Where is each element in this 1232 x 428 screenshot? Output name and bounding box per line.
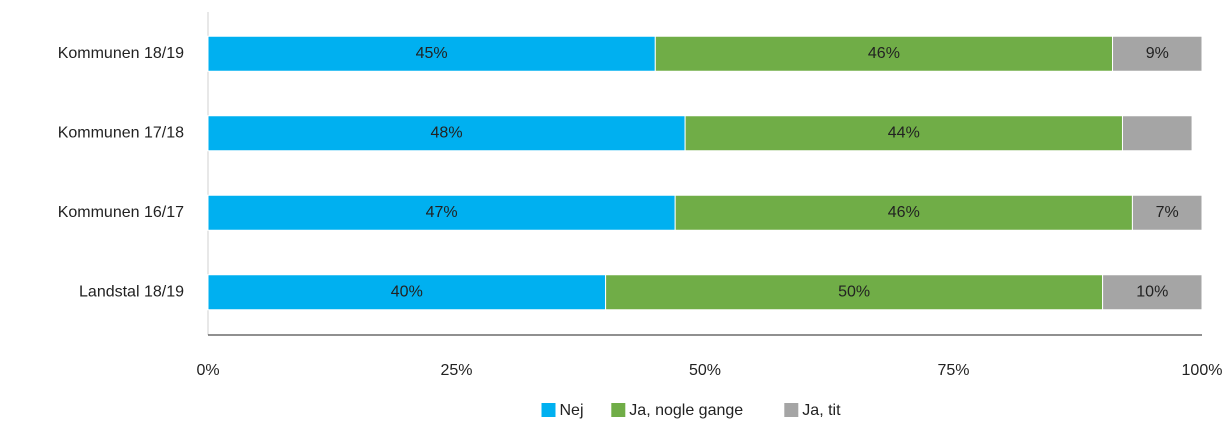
x-tick-label: 25% [440, 362, 472, 379]
legend-swatch [611, 403, 626, 417]
bar-segment [207, 274, 607, 311]
x-tick-label: 100% [1182, 362, 1223, 379]
y-tick-label: Kommunen 16/17 [58, 204, 184, 221]
bar-segment [207, 194, 676, 231]
bar-segment [1131, 194, 1203, 231]
legend-label: Ja, tit [802, 402, 841, 419]
legend-label: Nej [560, 402, 584, 419]
bar-segment [207, 35, 656, 72]
bar-segment [207, 115, 686, 152]
y-tick-label: Landstal 18/19 [79, 283, 184, 300]
data-label: 9% [1146, 45, 1169, 62]
data-label: 10% [1136, 283, 1168, 300]
legend-swatch [541, 403, 556, 417]
bar-segment [654, 35, 1114, 72]
data-label: 46% [868, 45, 900, 62]
data-label: 7% [1156, 204, 1179, 221]
bar-segment [1121, 115, 1193, 152]
data-label: 48% [431, 124, 463, 141]
bar-segment [1102, 274, 1203, 311]
y-tick-label: Kommunen 17/18 [58, 124, 184, 141]
bar-segment [674, 194, 1133, 231]
y-tick-label: Kommunen 18/19 [58, 45, 184, 62]
bar-segment [605, 274, 1104, 311]
data-label: 50% [838, 283, 870, 300]
x-tick-label: 75% [937, 362, 969, 379]
x-tick-label: 0% [196, 362, 219, 379]
data-label: 40% [391, 283, 423, 300]
data-label: 47% [426, 204, 458, 221]
data-label: 44% [888, 124, 920, 141]
data-label: 46% [888, 204, 920, 221]
x-tick-label: 50% [689, 362, 721, 379]
data-label: 45% [416, 45, 448, 62]
bar-segment [1112, 35, 1203, 72]
legend-label: Ja, nogle gange [629, 402, 743, 419]
legend-swatch [784, 403, 799, 417]
